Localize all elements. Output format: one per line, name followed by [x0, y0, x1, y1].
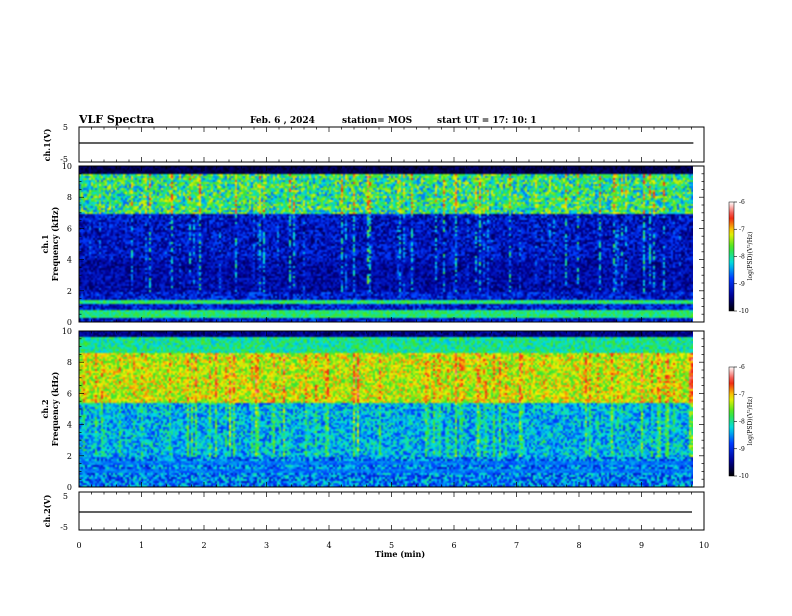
- x-tick-label: 0: [76, 541, 81, 550]
- station-label: station= MOS: [342, 116, 412, 126]
- colorbar-tick-label: -8: [739, 419, 745, 426]
- ch1-ytick-top: 5: [63, 123, 68, 132]
- ch1-colorbar-gradient: [728, 201, 735, 312]
- ch2-waveform-frame: [78, 491, 705, 531]
- x-tick-label: 8: [576, 541, 581, 550]
- time-axis-tick-labels: 0 1 2 3 4 5 6 7 8 9 10: [76, 541, 709, 550]
- colorbar-tick-label: -8: [739, 254, 745, 261]
- ch1-colorbar-label: log(PSD)(V²/Hz): [747, 232, 754, 281]
- ch1-channel-label: ch.1: [40, 234, 50, 253]
- ch2-colorbar-label: log(PSD)(V²/Hz): [747, 397, 754, 446]
- ch1-ytick-bottom: -5: [60, 155, 68, 164]
- time-axis-label: Time (min): [375, 549, 425, 559]
- ch2-ytick-top: 5: [63, 492, 68, 501]
- ch1-spectrogram-panel: 0 2 4 6 8 10 ch.1 Frequency (kHz): [40, 162, 705, 327]
- ch1-spectrogram-image: [79, 166, 693, 322]
- x-tick-label: 4: [326, 541, 331, 550]
- ch1-spectrogram-xticks: [78, 166, 705, 322]
- ch2-frequency-ylabel: Frequency (kHz): [50, 371, 60, 446]
- y-tick-label: 4: [67, 421, 72, 430]
- y-tick-label: 6: [67, 224, 72, 233]
- x-tick-label: 6: [451, 541, 456, 550]
- y-tick-label: 0: [67, 318, 72, 327]
- colorbar-tick-label: -10: [739, 308, 749, 315]
- x-tick-label: 9: [639, 541, 644, 550]
- ch1-waveform-xticks: [78, 127, 705, 162]
- colorbar-tick-label: -7: [739, 391, 745, 398]
- y-tick-label: 6: [67, 389, 72, 398]
- ch1-colorbar: -6 -7 -8 -9 -10 log(PSD)(V²/Hz): [728, 199, 754, 315]
- ch2-channel-label: ch.2: [40, 399, 50, 418]
- colorbar-tick-label: -6: [739, 364, 745, 371]
- colorbar-tick-label: -6: [739, 199, 745, 206]
- ch2-spectrogram-panel: 0 2 4 6 8 10 ch.2 Frequency (kHz): [40, 327, 705, 492]
- y-tick-label: 8: [67, 193, 72, 202]
- y-tick-label: 10: [62, 327, 72, 336]
- x-tick-label: 2: [201, 541, 206, 550]
- x-tick-label: 10: [699, 541, 709, 550]
- y-tick-label: 2: [67, 452, 72, 461]
- x-tick-label: 1: [139, 541, 144, 550]
- y-tick-label: 10: [62, 162, 72, 171]
- y-tick-label: 8: [67, 358, 72, 367]
- ch2-colorbar-gradient: [728, 366, 735, 477]
- colorbar-tick-label: -10: [739, 473, 749, 480]
- figure-title: VLF Spectra: [78, 113, 154, 126]
- ch2-spectrogram-image: [79, 331, 693, 487]
- start-time-label: start UT = 17: 10: 1: [437, 116, 537, 126]
- ch1-colorbar-ticks: -6 -7 -8 -9 -10: [734, 199, 749, 315]
- x-tick-label: 3: [264, 541, 269, 550]
- ch1-waveform-panel: 5 -5 ch.1(V): [42, 123, 705, 164]
- y-tick-label: 2: [67, 287, 72, 296]
- x-tick-label: 5: [389, 541, 394, 550]
- ch2-spectrogram-xticks: [78, 331, 705, 487]
- y-tick-label: 0: [67, 483, 72, 492]
- ch1-waveform-ylabel: ch.1(V): [42, 128, 52, 161]
- colorbar-tick-label: -7: [739, 226, 745, 233]
- ch2-colorbar: -6 -7 -8 -9 -10 log(PSD)(V²/Hz): [728, 364, 754, 480]
- x-tick-label: 7: [514, 541, 519, 550]
- ch2-waveform-ylabel: ch.2(V): [42, 494, 52, 527]
- ch1-frequency-ticks: 0 2 4 6 8 10: [62, 162, 704, 327]
- date-label: Feb. 6 , 2024: [250, 116, 315, 126]
- ch1-frequency-ylabel: Frequency (kHz): [50, 206, 60, 281]
- ch2-waveform-xticks: [78, 492, 705, 530]
- colorbar-tick-label: -9: [739, 446, 745, 453]
- ch2-ytick-bottom: -5: [60, 523, 68, 532]
- ch2-waveform-panel: 5 -5 ch.2(V): [42, 491, 705, 532]
- ch1-waveform-frame: [78, 126, 705, 163]
- y-tick-label: 4: [67, 256, 72, 265]
- colorbar-tick-label: -9: [739, 281, 745, 288]
- ch2-colorbar-ticks: -6 -7 -8 -9 -10: [734, 364, 749, 480]
- ch2-frequency-ticks: 0 2 4 6 8 10: [62, 327, 704, 492]
